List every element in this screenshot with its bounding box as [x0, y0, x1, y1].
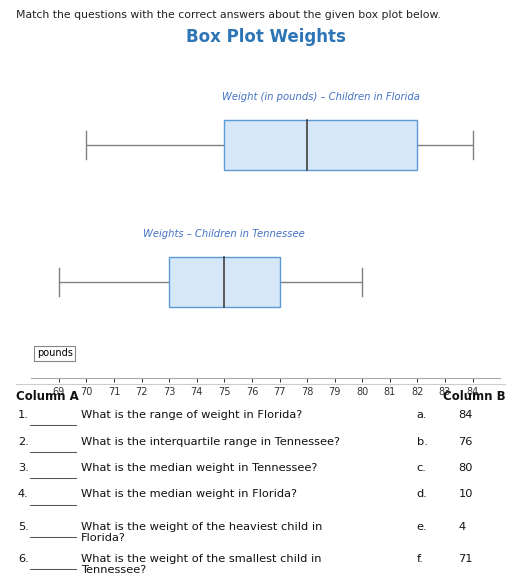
Text: 4.: 4.: [18, 489, 29, 499]
Text: 5.: 5.: [18, 522, 29, 532]
Text: What is the weight of the smallest child in
Tennessee?: What is the weight of the smallest child…: [81, 554, 321, 575]
Text: Column A: Column A: [16, 390, 78, 403]
Text: 6.: 6.: [18, 554, 29, 564]
Text: 10: 10: [458, 489, 473, 499]
Text: 2.: 2.: [18, 437, 29, 447]
Text: 4: 4: [458, 522, 466, 532]
Text: Box Plot Weights: Box Plot Weights: [186, 28, 345, 46]
Text: b.: b.: [417, 437, 428, 447]
Bar: [225, 120, 417, 170]
Text: a.: a.: [417, 410, 427, 420]
Text: What is the median weight in Tennessee?: What is the median weight in Tennessee?: [81, 463, 317, 473]
Text: e.: e.: [417, 522, 427, 532]
Text: 1.: 1.: [18, 410, 29, 420]
Text: What is the range of weight in Florida?: What is the range of weight in Florida?: [81, 410, 302, 420]
Text: 80: 80: [458, 463, 473, 473]
Text: 76: 76: [458, 437, 473, 447]
Bar: [169, 257, 279, 307]
Text: c.: c.: [417, 463, 427, 473]
Text: Match the questions with the correct answers about the given box plot below.: Match the questions with the correct ans…: [16, 10, 440, 20]
Text: pounds: pounds: [37, 348, 72, 358]
Text: 84: 84: [458, 410, 473, 420]
Text: Weights – Children in Tennessee: Weights – Children in Tennessee: [143, 229, 305, 239]
Text: d.: d.: [417, 489, 428, 499]
Text: 3.: 3.: [18, 463, 29, 473]
Text: Weight (in pounds) – Children in Florida: Weight (in pounds) – Children in Florida: [222, 92, 420, 102]
Text: What is the weight of the heaviest child in
Florida?: What is the weight of the heaviest child…: [81, 522, 322, 543]
Text: f.: f.: [417, 554, 424, 564]
Text: What is the median weight in Florida?: What is the median weight in Florida?: [81, 489, 297, 499]
Text: 71: 71: [458, 554, 473, 564]
Text: Column B: Column B: [443, 390, 505, 403]
Text: What is the interquartile range in Tennessee?: What is the interquartile range in Tenne…: [81, 437, 340, 447]
